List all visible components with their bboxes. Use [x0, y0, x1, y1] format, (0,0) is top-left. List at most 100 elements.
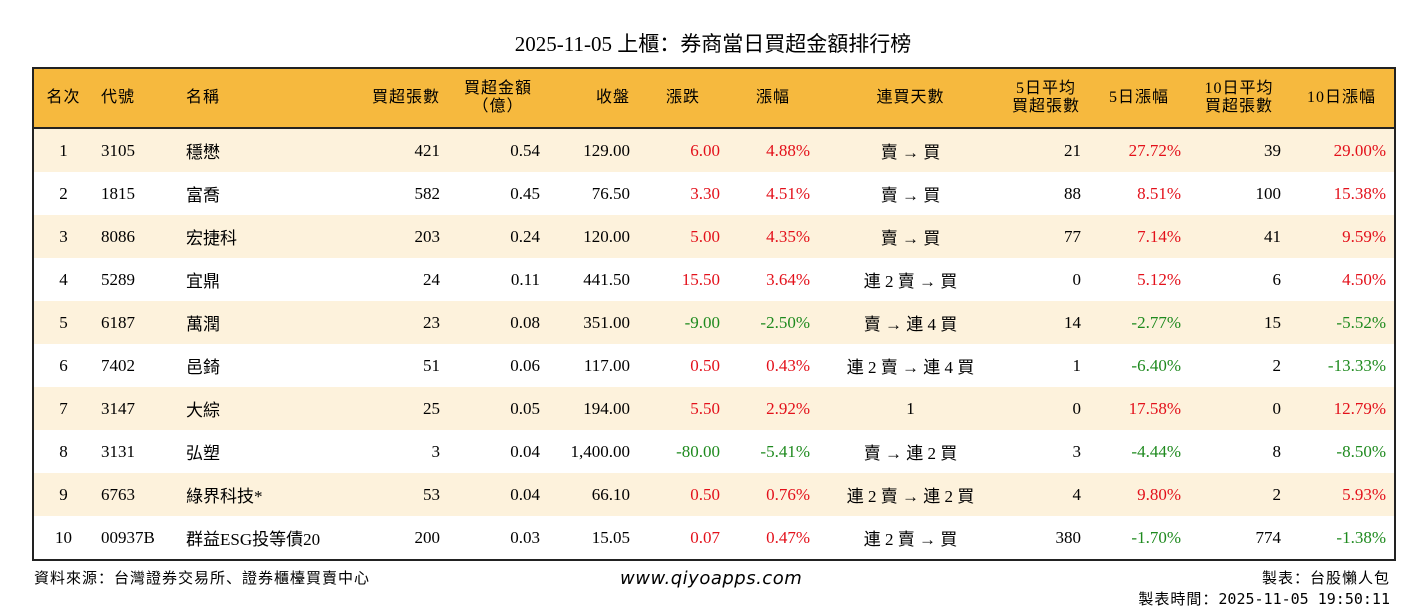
- table-cell: 6187: [93, 301, 178, 344]
- column-header: 代號: [93, 68, 178, 129]
- table-cell: 連 2 賣 → 連 4 買: [846, 358, 975, 377]
- table-row: 4 5289 宜鼎 24 0.11 441.50 15.50 3.64% 連 2 賣 → 買 0 5…: [33, 258, 1395, 301]
- table-cell: 5.12%: [1137, 269, 1181, 289]
- table-cell: 宏捷科: [178, 215, 353, 258]
- table-cell: 0.50: [638, 473, 728, 516]
- table-cell: 21: [1003, 128, 1089, 172]
- table-cell: 7: [33, 387, 93, 430]
- table-cell: 1: [1072, 355, 1082, 375]
- table-cell: 39: [1189, 128, 1289, 172]
- table-cell: 3105: [93, 128, 178, 172]
- table-cell: -8.50%: [1336, 441, 1386, 461]
- table-cell: 0.76%: [728, 473, 818, 516]
- header-line: 漲幅: [755, 89, 790, 106]
- column-header: 名次: [33, 68, 93, 129]
- table-cell: -5.41%: [760, 441, 810, 461]
- header-line: 5日漲幅: [1108, 89, 1169, 106]
- header-line: 名次: [46, 89, 81, 106]
- table-cell: 129.00: [548, 128, 638, 172]
- table-cell: 3131: [101, 441, 135, 461]
- column-header: 漲跌: [638, 68, 728, 129]
- column-header: 10日漲幅: [1289, 68, 1395, 129]
- table-cell: 4: [1003, 473, 1089, 516]
- table-cell: -1.38%: [1336, 527, 1386, 547]
- table-cell: 0.04: [510, 441, 540, 461]
- table-cell: 宜鼎: [186, 272, 220, 291]
- page-title: 2025-11-05 上櫃：券商當日買超金額排行榜: [514, 32, 912, 56]
- table-cell: 8086: [93, 215, 178, 258]
- header-line: 漲跌: [665, 89, 700, 106]
- column-header: 連買天數: [818, 68, 1003, 129]
- table-cell: 15: [1189, 301, 1289, 344]
- header-line: 5日平均: [1015, 80, 1076, 97]
- table-cell: 76.50: [591, 183, 630, 203]
- table-cell: 連 2 賣 → 連 2 買: [818, 473, 1003, 516]
- table-cell: -2.77%: [1089, 301, 1189, 344]
- table-cell: 120.00: [548, 215, 638, 258]
- table-cell: 77: [1003, 215, 1089, 258]
- table-cell: 4.50%: [1342, 269, 1386, 289]
- table-cell: 8: [59, 441, 68, 461]
- table-cell: 00937B: [101, 527, 155, 547]
- time-value: 2025-11-05 19:50:11: [1218, 590, 1390, 608]
- table-cell: 0.45: [510, 183, 540, 203]
- table-cell: 8.51%: [1137, 183, 1181, 203]
- table-cell: 2.92%: [728, 387, 818, 430]
- table-cell: 9.59%: [1289, 215, 1395, 258]
- table-cell: 1815: [101, 183, 135, 203]
- table-cell: 5: [33, 301, 93, 344]
- table-cell: 弘塑: [186, 444, 220, 463]
- table-cell: 24: [423, 269, 440, 289]
- table-cell: 14: [1003, 301, 1089, 344]
- table-cell: 9.80%: [1089, 473, 1189, 516]
- table-row: 3 8086 宏捷科 203 0.24 120.00 5.00 4.35% 賣 → 買 77 7.1…: [33, 215, 1395, 258]
- column-header: 5日平均 買超張數: [1003, 68, 1089, 129]
- header-line: 買超張數: [1204, 98, 1273, 115]
- table-cell: 774: [1255, 527, 1282, 547]
- table-cell: 萬潤: [178, 301, 353, 344]
- table-cell: 351.00: [548, 301, 638, 344]
- table-cell: 88: [1064, 183, 1081, 203]
- table-cell: 0: [1072, 269, 1082, 289]
- table-cell: 12.79%: [1289, 387, 1395, 430]
- table-cell: 100: [1255, 183, 1282, 203]
- site-url: www.qiyoapps.com: [620, 568, 803, 589]
- table-row: 9 6763 綠界科技* 53 0.04 66.10 0.50 0.76% 連 2 賣 → 連 …: [33, 473, 1395, 516]
- header-line: 買超金額: [463, 80, 532, 97]
- header-line: 名稱: [186, 89, 221, 106]
- table-row: 1 3105 穩懋 421 0.54 129.00 6.00 4.88% 賣 → 買 21 27.7…: [33, 128, 1395, 172]
- table-row: 8 3131 弘塑 3 0.04 1,400.00 -80.00 -5.41% 賣 → 連 2 …: [33, 430, 1395, 473]
- ranking-table: 名次 代號 名稱 買超張數 買超金額 （億） 收盤 漲跌 漲幅 連買天數 5日平均 買超張數 5日漲幅 1…: [32, 67, 1396, 561]
- table-cell: 8: [1272, 441, 1282, 461]
- table-cell: -1.70%: [1131, 527, 1181, 547]
- table-cell: 0.54: [448, 128, 548, 172]
- header-line: 收盤: [595, 89, 630, 106]
- table-cell: 0.50: [690, 355, 720, 375]
- table-cell: 15.50: [681, 269, 720, 289]
- table-cell: -13.33%: [1327, 355, 1386, 375]
- table-cell: 4.51%: [766, 183, 810, 203]
- maker-note: 製表：台股懶人包: [1261, 571, 1390, 587]
- header-row: 名次 代號 名稱 買超張數 買超金額 （億） 收盤 漲跌 漲幅 連買天數 5日平均 買超張數 5日漲幅 1…: [33, 68, 1395, 129]
- table-cell: 3147: [93, 387, 178, 430]
- table-cell: 27.72%: [1089, 128, 1189, 172]
- table-cell: 2: [59, 183, 68, 203]
- column-header: 收盤: [548, 68, 638, 129]
- table-cell: 2: [1189, 473, 1289, 516]
- table-cell: 3: [431, 441, 441, 461]
- table-cell: 6: [1272, 269, 1282, 289]
- table-cell: 194.00: [548, 387, 638, 430]
- table-cell: 賣 → 買: [818, 128, 1003, 172]
- table-cell: 連 2 賣 → 買: [863, 272, 958, 291]
- table-cell: 0.07: [690, 527, 720, 547]
- table-cell: 穩懋: [178, 128, 353, 172]
- table-cell: 綠界科技*: [178, 473, 353, 516]
- table-cell: 41: [1189, 215, 1289, 258]
- table-cell: 1: [33, 128, 93, 172]
- table-cell: 0.03: [510, 527, 540, 547]
- table-cell: 6: [59, 355, 68, 375]
- table-cell: 4.88%: [728, 128, 818, 172]
- table-cell: 0.06: [510, 355, 540, 375]
- table-row: 2 1815 富喬 582 0.45 76.50 3.30 4.51% 賣 → 買 88 8.51%…: [33, 172, 1395, 215]
